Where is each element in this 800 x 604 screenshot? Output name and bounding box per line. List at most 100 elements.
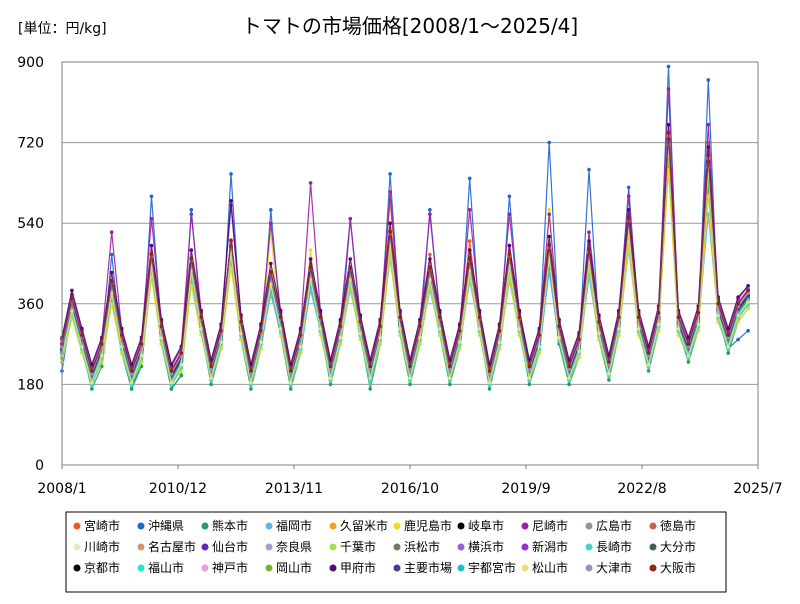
data-point <box>706 153 711 157</box>
legend-label: 岡山市 <box>276 560 312 575</box>
data-point <box>448 376 452 380</box>
legend-marker <box>457 543 465 551</box>
legend-item: 宇都宮市 <box>457 560 516 575</box>
data-point <box>269 261 273 266</box>
data-point <box>557 336 561 340</box>
x-tick-label: 2016/10 <box>381 481 439 497</box>
data-point <box>249 380 253 385</box>
data-point <box>189 248 194 252</box>
data-point <box>308 181 313 185</box>
data-point <box>90 369 94 373</box>
data-point <box>686 345 691 349</box>
legend-label: 福岡市 <box>276 518 312 533</box>
data-point <box>139 364 144 369</box>
data-point <box>467 239 472 243</box>
legend-marker <box>265 543 273 551</box>
data-point <box>90 387 94 391</box>
data-point <box>100 353 104 358</box>
data-point <box>408 367 412 372</box>
data-point <box>308 257 313 261</box>
legend-marker <box>521 543 529 551</box>
data-point <box>607 371 611 376</box>
data-point <box>80 345 84 349</box>
data-point <box>507 212 512 216</box>
legend-marker <box>649 564 657 572</box>
legend-item: 仙台市 <box>201 539 248 554</box>
data-point <box>189 256 194 260</box>
data-point <box>467 256 472 260</box>
data-point <box>438 315 442 320</box>
data-point <box>428 265 432 269</box>
data-point <box>656 322 661 327</box>
data-point <box>199 315 203 320</box>
legend-label: 徳島市 <box>660 518 696 533</box>
data-point <box>119 345 124 349</box>
data-point <box>219 328 223 333</box>
data-point <box>328 367 333 372</box>
x-tick-label: 2008/1 <box>37 481 86 497</box>
data-point <box>358 331 363 336</box>
data-point <box>378 336 383 340</box>
series-甲府市 <box>60 122 750 367</box>
data-point <box>109 252 114 257</box>
data-point <box>656 311 661 315</box>
data-point <box>129 387 134 391</box>
data-point <box>408 364 412 369</box>
data-point <box>219 340 223 345</box>
data-point <box>736 295 740 299</box>
legend-item: 京都市 <box>73 560 120 575</box>
series-line <box>61 124 749 367</box>
legend-marker <box>201 522 209 530</box>
legend-label: 広島市 <box>596 518 632 533</box>
data-point <box>428 257 432 261</box>
data-point <box>438 327 442 331</box>
data-point <box>408 382 412 387</box>
legend-marker <box>521 522 529 530</box>
data-point <box>229 172 233 176</box>
y-tick-label: 900 <box>17 55 44 71</box>
data-point <box>388 229 392 234</box>
data-point <box>726 351 730 355</box>
data-point <box>109 270 114 275</box>
data-point <box>607 360 611 364</box>
legend-label: 京都市 <box>84 560 120 575</box>
data-point <box>408 376 412 380</box>
legend-item: 長崎市 <box>585 539 632 554</box>
legend-label: 甲府市 <box>340 560 376 575</box>
data-point <box>686 342 691 346</box>
legend-item: 名古屋市 <box>137 539 196 554</box>
legend-label: 福山市 <box>148 560 184 575</box>
data-point <box>428 212 432 216</box>
legend-label: 浜松市 <box>404 539 440 554</box>
data-point <box>209 382 213 387</box>
data-point <box>487 369 492 373</box>
legend-label: 川崎市 <box>84 539 120 554</box>
data-point <box>209 364 213 369</box>
data-point <box>70 309 74 313</box>
data-point <box>189 212 194 216</box>
data-point <box>497 340 502 345</box>
data-point <box>269 221 273 225</box>
legend-item: 熊本市 <box>201 518 248 533</box>
legend-label: 久留米市 <box>340 518 388 533</box>
legend-marker <box>521 564 529 572</box>
series-lines <box>60 64 750 391</box>
legend-item: 千葉市 <box>329 539 376 554</box>
data-point <box>139 353 144 358</box>
data-point <box>129 371 134 376</box>
legend-marker <box>329 543 337 551</box>
data-point <box>90 371 94 376</box>
legend-item: 福山市 <box>137 560 184 575</box>
data-point <box>537 333 542 337</box>
data-point <box>666 130 671 135</box>
data-point <box>636 315 641 320</box>
legend-label: 横浜市 <box>468 539 504 554</box>
data-point <box>288 371 293 376</box>
series-line <box>61 132 749 373</box>
legend-label: 神戸市 <box>212 560 248 575</box>
data-point <box>418 324 422 329</box>
data-point <box>517 327 522 331</box>
y-tick-label: 180 <box>17 377 44 393</box>
legend-item: 沖縄県 <box>137 518 184 533</box>
